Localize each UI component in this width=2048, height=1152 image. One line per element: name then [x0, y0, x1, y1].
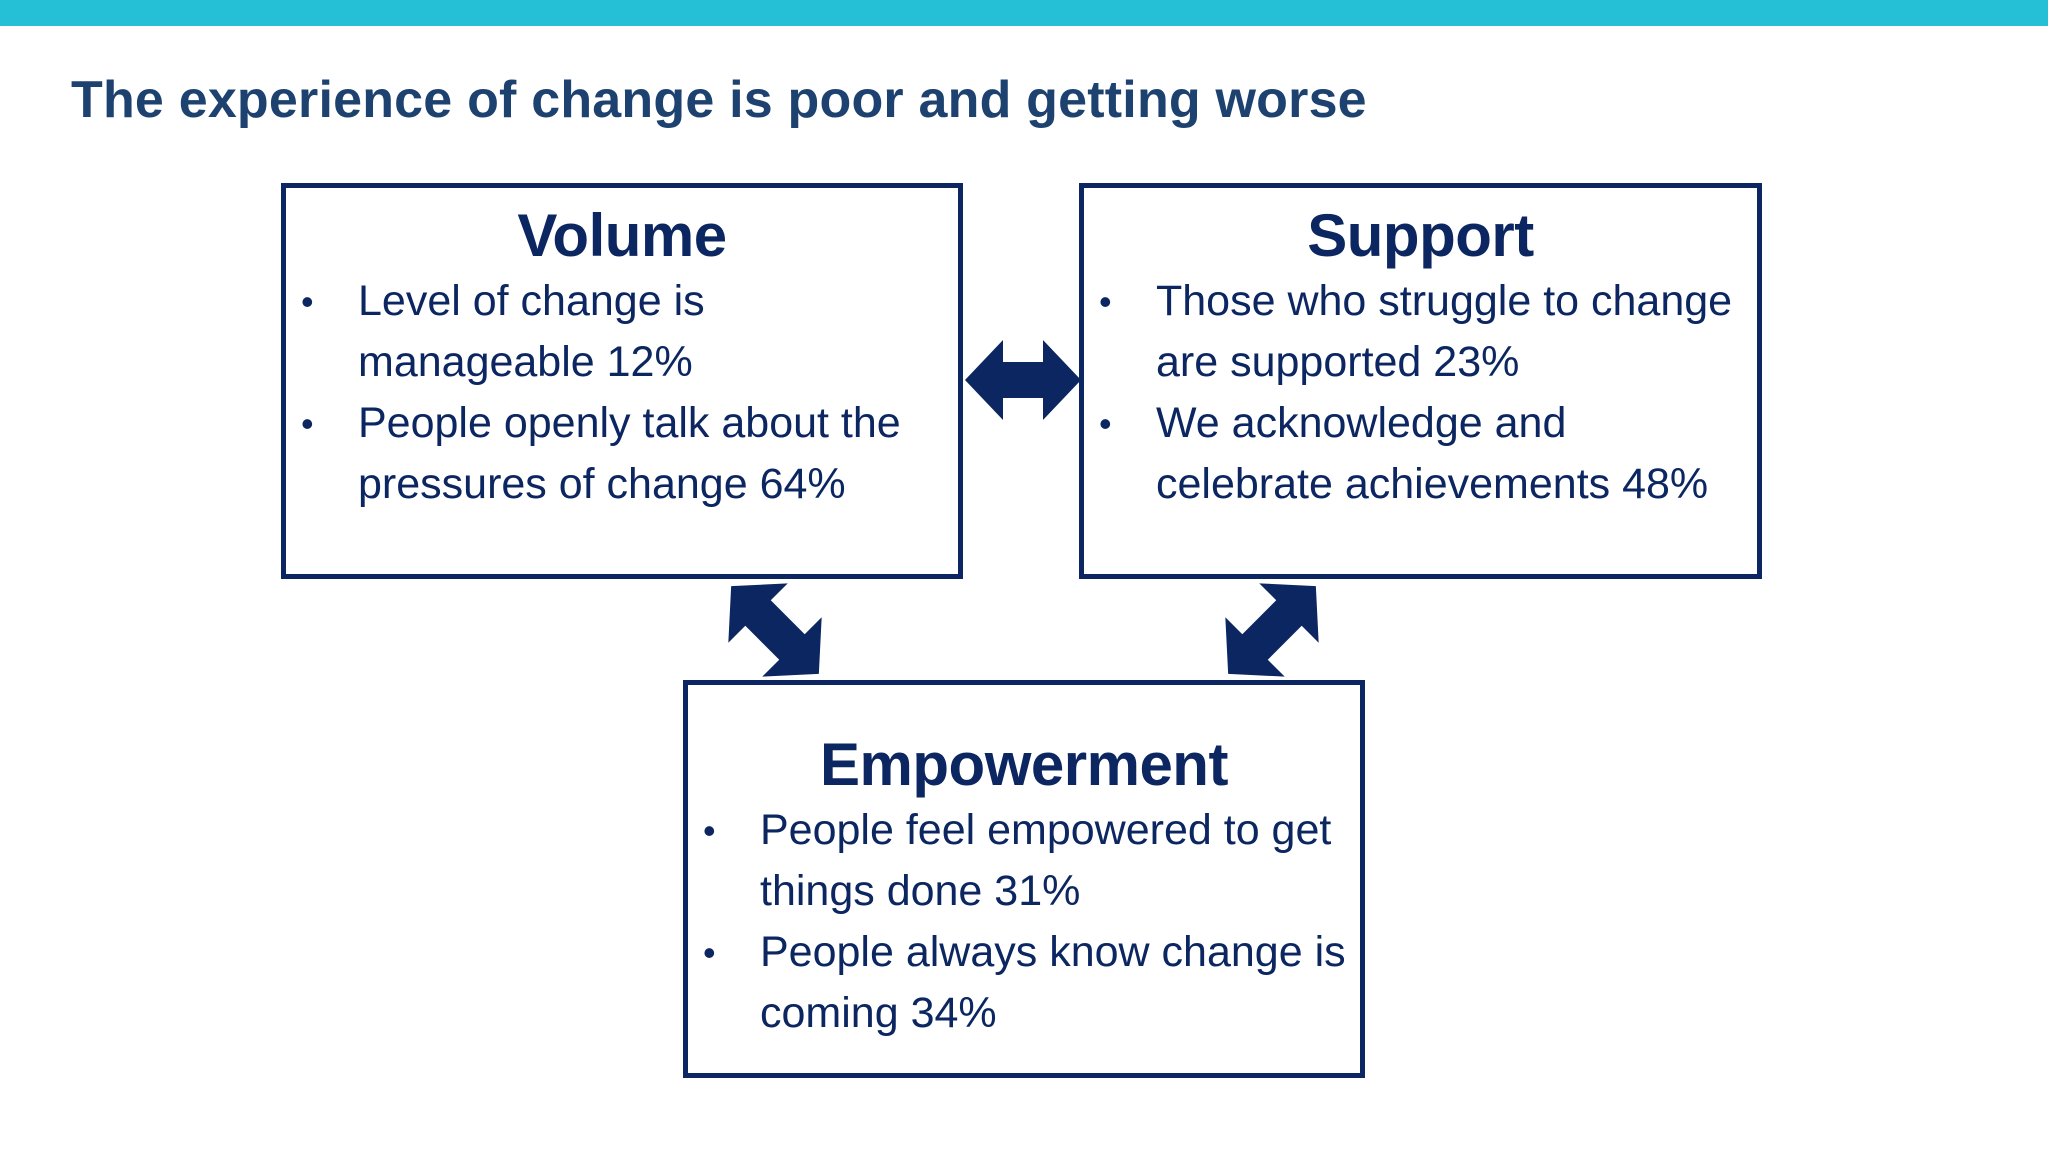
bullet-text: Those who struggle to change are support…	[1156, 277, 1733, 386]
bullet-item: • People openly talk about the pressures…	[286, 393, 948, 515]
support-box: Support • Those who struggle to change a…	[1079, 183, 1762, 579]
support-bullet-list: • Those who struggle to change are suppo…	[1084, 271, 1757, 515]
support-heading: Support	[1307, 202, 1534, 269]
bullet-icon: •	[1099, 281, 1112, 322]
bullet-text: People always know change is coming 34%	[760, 928, 1346, 1037]
volume-bullet-list: • Level of change is manageable 12% • Pe…	[286, 271, 958, 515]
empowerment-bullet-list: • People feel empowered to get things do…	[688, 800, 1360, 1044]
bullet-icon: •	[1099, 403, 1112, 444]
double-arrow-icon	[965, 340, 1081, 420]
top-accent-bar	[0, 0, 2048, 26]
slide-title: The experience of change is poor and get…	[71, 71, 1367, 129]
bullet-icon: •	[703, 810, 716, 851]
bullet-text: Level of change is manageable 12%	[358, 277, 705, 386]
bullet-item: • Those who struggle to change are suppo…	[1084, 271, 1747, 393]
bullet-icon: •	[301, 281, 314, 322]
bullet-item: • Level of change is manageable 12%	[286, 271, 948, 393]
empowerment-box: Empowerment • People feel empowered to g…	[683, 680, 1365, 1078]
bullet-item: • People always know change is coming 34…	[688, 922, 1354, 1044]
bullet-icon: •	[301, 403, 314, 444]
bullet-text: People feel empowered to get things done…	[760, 806, 1332, 915]
bullet-icon: •	[703, 932, 716, 973]
bullet-text: We acknowledge and celebrate achievement…	[1156, 399, 1709, 508]
bullet-item: • We acknowledge and celebrate achieveme…	[1084, 393, 1747, 515]
empowerment-heading: Empowerment	[820, 731, 1228, 798]
volume-heading: Volume	[517, 202, 727, 269]
bullet-item: • People feel empowered to get things do…	[688, 800, 1354, 922]
bullet-text: People openly talk about the pressures o…	[358, 399, 901, 508]
volume-box: Volume • Level of change is manageable 1…	[281, 183, 963, 579]
